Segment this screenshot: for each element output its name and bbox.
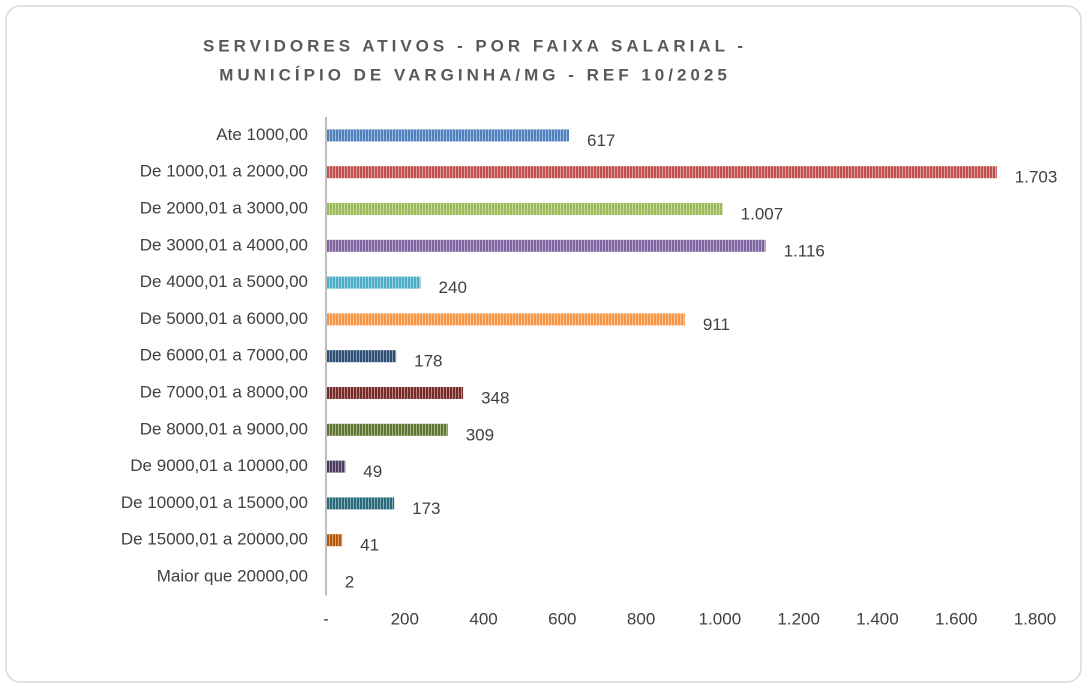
y-tick-label: De 8000,01 a 9000,00 [140, 419, 308, 438]
x-tick-label: 800 [627, 609, 655, 628]
bar-texture [326, 276, 421, 289]
bar-texture [326, 350, 397, 363]
chart-title: MUNICÍPIO DE VARGINHA/MG - REF 10/2025 [219, 65, 731, 84]
bar-texture [326, 497, 395, 510]
data-label: 2 [345, 572, 354, 591]
data-label: 1.703 [1015, 168, 1058, 187]
x-tick-label: 1.000 [699, 609, 742, 628]
data-label: 309 [466, 425, 494, 444]
y-tick-label: De 7000,01 a 8000,00 [140, 382, 308, 401]
y-tick-label: De 1000,01 a 2000,00 [140, 162, 308, 181]
y-tick-label: De 9000,01 a 10000,00 [130, 456, 308, 475]
y-tick-label: Maior que 20000,00 [157, 566, 308, 585]
bar-texture [326, 129, 570, 142]
y-tick-label: De 5000,01 a 6000,00 [140, 309, 308, 328]
bar-texture [326, 203, 723, 215]
bar-texture [326, 423, 448, 436]
bar-texture [326, 534, 343, 547]
x-tick-label: 1.200 [777, 609, 820, 628]
data-label: 173 [412, 499, 440, 518]
x-tick-label: - [323, 609, 329, 628]
y-tick-label: De 6000,01 a 7000,00 [140, 346, 308, 365]
x-tick-label: 600 [548, 609, 576, 628]
y-tick-label: De 2000,01 a 3000,00 [140, 198, 308, 217]
data-label: 178 [414, 352, 442, 371]
x-tick-label: 400 [469, 609, 497, 628]
y-tick-label: De 4000,01 a 5000,00 [140, 272, 308, 291]
data-label: 911 [703, 315, 730, 334]
bar-texture [326, 460, 346, 473]
x-tick-label: 200 [391, 609, 419, 628]
data-label: 617 [587, 131, 615, 150]
data-label: 49 [363, 462, 382, 481]
data-label: 240 [439, 278, 467, 297]
y-tick-label: De 10000,01 a 15000,00 [121, 493, 308, 512]
chart-title: SERVIDORES ATIVOS - POR FAIXA SALARIAL - [203, 36, 747, 55]
y-tick-label: De 3000,01 a 4000,00 [140, 235, 308, 254]
x-tick-label: 1.600 [935, 609, 978, 628]
x-tick-label: 1.800 [1014, 609, 1057, 628]
data-label: 1.007 [741, 204, 784, 223]
data-label: 348 [481, 388, 509, 407]
y-tick-label: Ate 1000,00 [216, 125, 308, 144]
bar-texture [326, 239, 766, 252]
bar-texture [326, 313, 685, 326]
y-tick-label: De 15000,01 a 20000,00 [121, 530, 308, 549]
bar-texture [326, 387, 464, 399]
data-label: 1.116 [784, 241, 825, 260]
data-label: 41 [360, 536, 379, 555]
x-tick-label: 1.400 [856, 609, 899, 628]
bar-texture [326, 166, 997, 179]
